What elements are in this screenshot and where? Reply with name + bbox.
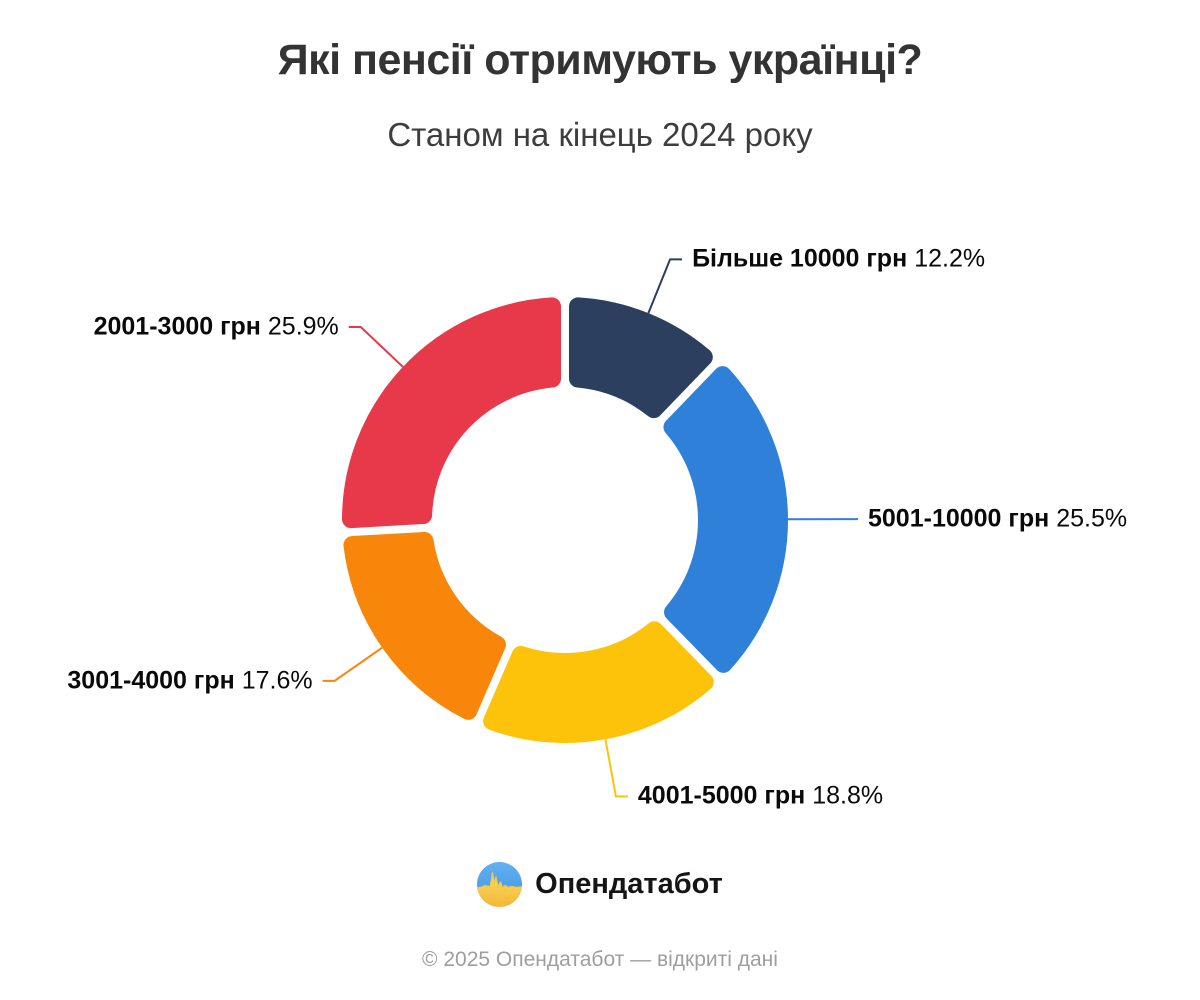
callout-label-0: Більше 10000 грн 12.2% bbox=[692, 245, 985, 274]
logo-text: Опендатабот bbox=[535, 868, 723, 900]
leader-line-4 bbox=[348, 326, 404, 368]
callout-label-1: 5001-10000 грн 25.5% bbox=[868, 505, 1127, 534]
callout-label-2: 4001-5000 грн 18.8% bbox=[638, 782, 883, 811]
donut-segment-1[interactable] bbox=[663, 366, 788, 673]
leader-line-2 bbox=[604, 739, 628, 798]
callout-pct: 18.8% bbox=[812, 781, 884, 810]
callout-pct: 25.5% bbox=[1056, 504, 1128, 533]
leader-line-3 bbox=[322, 646, 383, 682]
callout-pct: 17.6% bbox=[241, 666, 313, 695]
donut-segment-4[interactable] bbox=[342, 297, 562, 529]
callout-pct: 25.9% bbox=[267, 312, 339, 341]
callout-range: Більше 10000 грн bbox=[692, 244, 908, 273]
donut-segment-2[interactable] bbox=[483, 621, 714, 743]
page-subtitle: Станом на кінець 2024 року bbox=[387, 116, 813, 153]
copyright-text: © 2025 Опендатабот — відкриті дані bbox=[422, 948, 778, 971]
logo: Опендатабот bbox=[0, 862, 1200, 907]
donut-segment-0[interactable] bbox=[568, 297, 713, 419]
page-title: Які пенсії отримують українці? bbox=[277, 36, 923, 84]
callout-label-3: 3001-4000 грн 17.6% bbox=[67, 666, 312, 695]
callout-range: 5001-10000 грн bbox=[868, 504, 1050, 533]
callout-range: 2001-3000 грн bbox=[93, 312, 261, 341]
callout-range: 4001-5000 грн bbox=[637, 781, 806, 810]
pulse-flag-icon bbox=[477, 862, 523, 907]
callout-label-4: 2001-3000 грн 25.9% bbox=[94, 313, 339, 342]
donut-segment-3[interactable] bbox=[343, 531, 506, 720]
callout-range: 3001-4000 грн bbox=[67, 666, 235, 695]
callout-pct: 12.2% bbox=[914, 244, 986, 273]
leader-line-0 bbox=[647, 258, 683, 314]
